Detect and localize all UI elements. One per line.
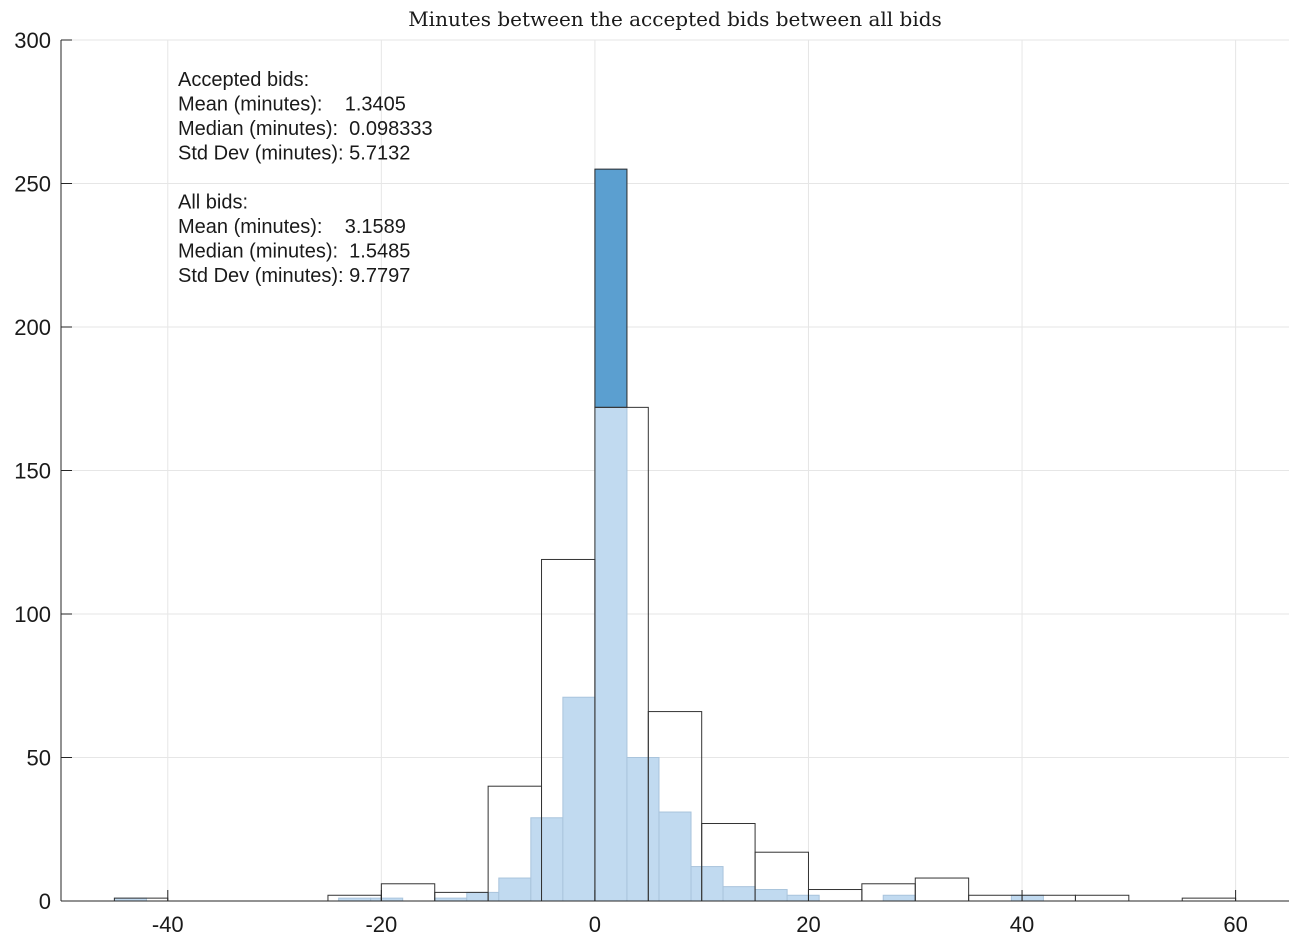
x-tick-label: 40 (1010, 912, 1034, 937)
accepted-bid-bar (466, 891, 500, 902)
accepted-bid-bar (786, 894, 820, 902)
x-tick-label: 60 (1223, 912, 1247, 937)
y-tick-label: 150 (14, 459, 51, 484)
grid-layer (61, 39, 1289, 902)
accepted-bid-bar (658, 811, 692, 902)
all-bids-bar (914, 877, 970, 902)
y-tick-label: 50 (27, 746, 51, 771)
y-tick-label: 200 (14, 315, 51, 340)
x-tick-label: -40 (152, 912, 184, 937)
bars-layer (113, 168, 1237, 902)
accepted-bid-bar (722, 886, 756, 902)
accepted-bid-bar (626, 757, 660, 902)
accepted-bid-bar (1010, 894, 1044, 902)
accepted-bid-bar (498, 877, 532, 902)
accepted-bid-bar (562, 696, 596, 902)
chart-title: Minutes between the accepted bids betwee… (408, 7, 942, 31)
stats-line: Accepted bids: (178, 69, 309, 91)
accepted-bid-bar (882, 894, 916, 902)
stats-line: Std Dev (minutes): 5.7132 (178, 143, 410, 165)
accepted-bid-bar (754, 889, 788, 902)
stats-line: Median (minutes): 1.5485 (178, 241, 410, 263)
accepted-bid-bar (530, 817, 564, 902)
accepted-bid-bar-above (594, 168, 628, 408)
stats-line: Std Dev (minutes): 9.7797 (178, 265, 410, 287)
y-tick-label: 100 (14, 602, 51, 627)
stats-annotation: Accepted bids:Mean (minutes): 1.3405Medi… (178, 69, 433, 287)
stats-line: Mean (minutes): 3.1589 (178, 216, 406, 238)
accepted-bid-bar (690, 866, 724, 902)
y-tick-label: 250 (14, 172, 51, 197)
all-bids-bar (1074, 894, 1130, 902)
y-tick-label: 0 (39, 889, 51, 914)
x-tick-label: 20 (796, 912, 820, 937)
stats-line: Median (minutes): 0.098333 (178, 118, 433, 140)
ticks-layer: -40 -20 0 20 40 60 0 50 100 150 200 250 300 (14, 28, 1248, 937)
y-tick-label: 300 (14, 28, 51, 53)
x-tick-label: 0 (589, 912, 601, 937)
stats-line: All bids: (178, 192, 248, 214)
x-tick-label: -20 (365, 912, 397, 937)
stats-line: Mean (minutes): 1.3405 (178, 94, 406, 116)
